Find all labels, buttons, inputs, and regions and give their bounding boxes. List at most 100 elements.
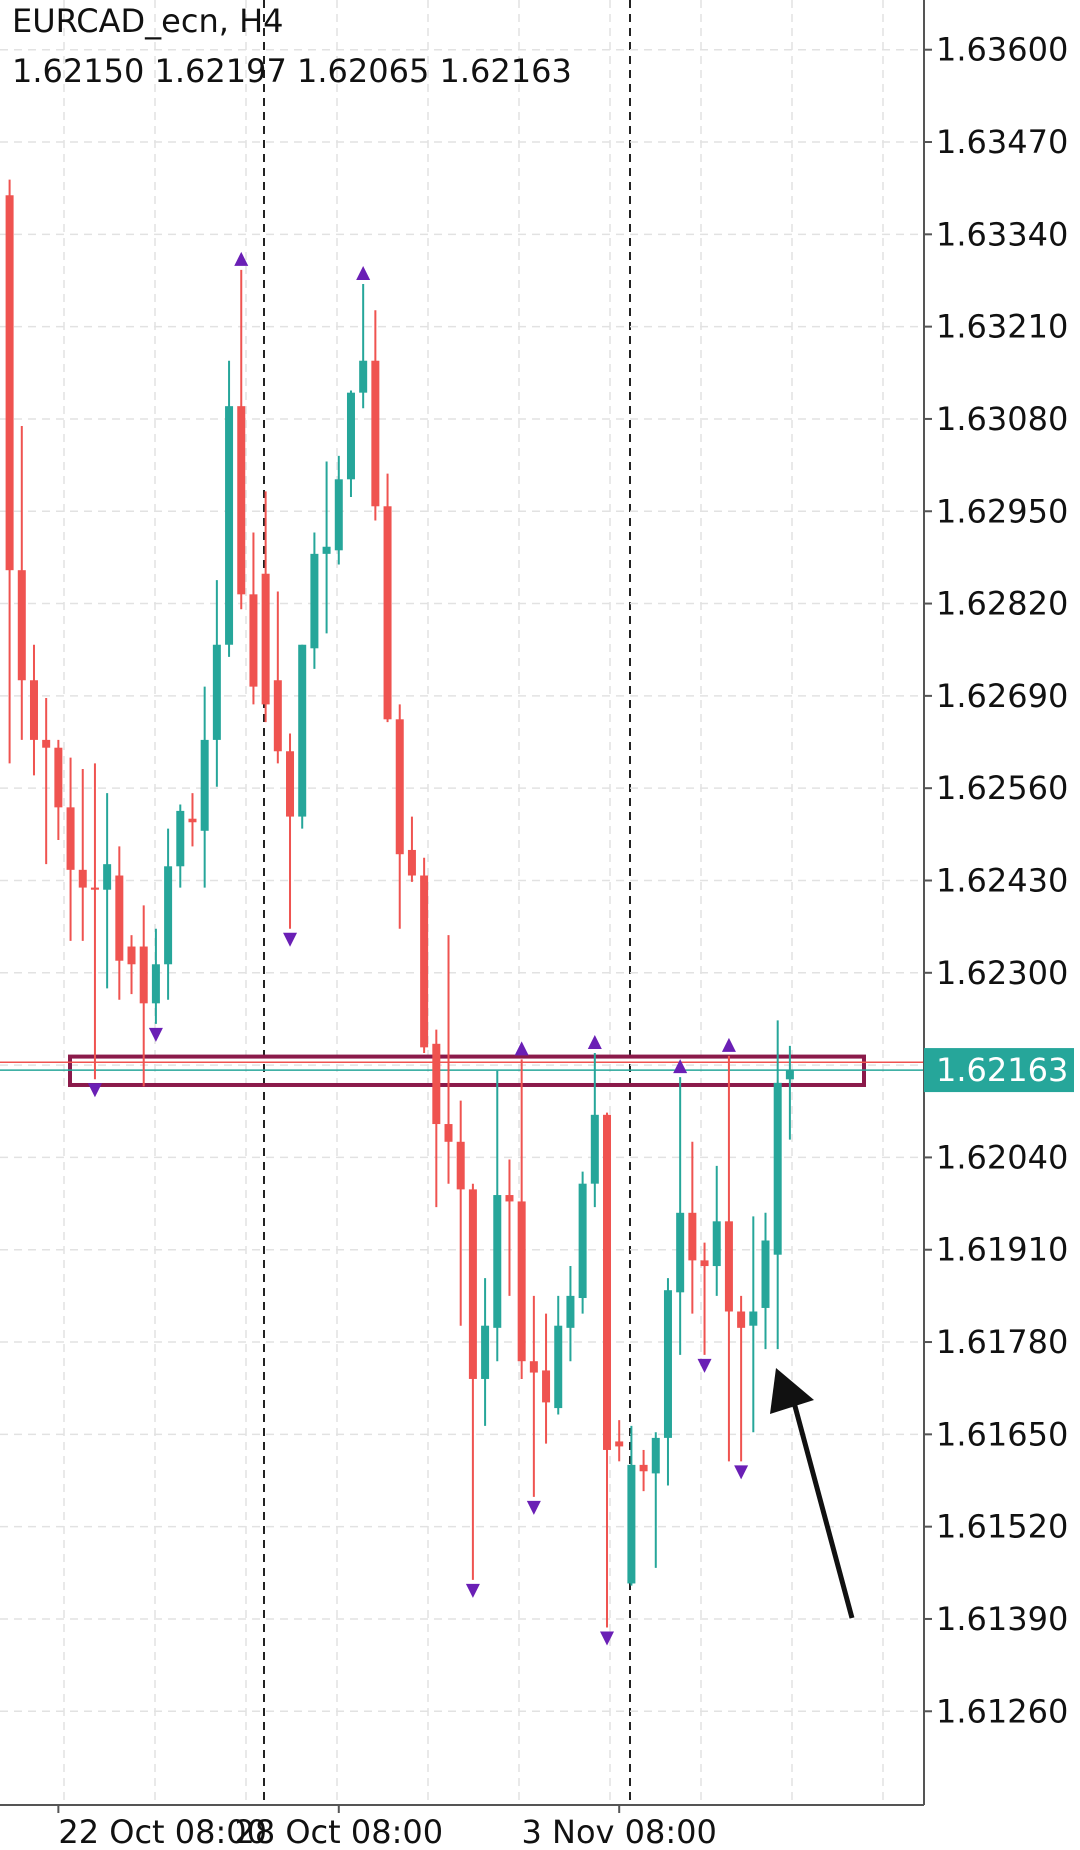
candle-body bbox=[237, 406, 246, 595]
candle-body bbox=[200, 739, 209, 831]
candle-body bbox=[493, 1195, 502, 1328]
fractal-down bbox=[87, 1083, 102, 1098]
candle-body bbox=[432, 1043, 441, 1125]
candle-body bbox=[66, 807, 75, 870]
candle-body bbox=[676, 1212, 685, 1293]
y-tick-label: 1.61650 bbox=[936, 1415, 1068, 1453]
candle-body bbox=[444, 1124, 453, 1142]
fractal-up bbox=[721, 1037, 736, 1052]
candle-body bbox=[176, 810, 185, 867]
y-tick-label: 1.61780 bbox=[936, 1323, 1068, 1361]
y-tick-label: 1.62300 bbox=[936, 954, 1068, 992]
y-tick-label: 1.62430 bbox=[936, 861, 1068, 899]
candle-body bbox=[566, 1295, 575, 1328]
plot bbox=[0, 0, 924, 1805]
x-tick-label: 3 Nov 08:00 bbox=[522, 1813, 717, 1850]
fractal-up bbox=[514, 1041, 529, 1056]
fractal-up bbox=[234, 251, 249, 266]
candle-body bbox=[334, 479, 343, 551]
candle-body bbox=[346, 392, 355, 480]
candle-body bbox=[663, 1290, 672, 1438]
candle-body bbox=[115, 875, 124, 961]
y-tick-label: 1.63080 bbox=[936, 400, 1068, 438]
last-price-label: 1.62163 bbox=[936, 1051, 1068, 1089]
candle-body bbox=[456, 1141, 465, 1190]
fractal-down bbox=[148, 1027, 163, 1042]
fractal-up bbox=[356, 266, 371, 281]
candle-body bbox=[481, 1325, 490, 1379]
candle-body bbox=[395, 719, 404, 855]
fractal-down bbox=[283, 932, 298, 947]
candle-body bbox=[420, 875, 429, 1048]
candle-body bbox=[554, 1325, 563, 1409]
y-tick-label: 1.62040 bbox=[936, 1138, 1068, 1176]
candle-body bbox=[627, 1464, 636, 1584]
chart-title: EURCAD_ecn, H4 bbox=[12, 2, 283, 40]
ohlc-readout: 1.62150 1.62197 1.62065 1.62163 bbox=[12, 52, 572, 90]
y-tick-label: 1.63470 bbox=[936, 123, 1068, 161]
annotation-arrowhead bbox=[770, 1368, 814, 1414]
y-tick-label: 1.61910 bbox=[936, 1231, 1068, 1269]
candle-body bbox=[761, 1240, 770, 1308]
candle-body bbox=[785, 1070, 794, 1080]
y-tick-label: 1.62690 bbox=[936, 677, 1068, 715]
candle-body bbox=[42, 739, 51, 748]
fractal-down bbox=[526, 1500, 541, 1515]
candle-body bbox=[383, 506, 392, 720]
candle-body bbox=[407, 849, 416, 876]
candle-body bbox=[505, 1195, 514, 1202]
y-tick-label: 1.63600 bbox=[936, 31, 1068, 69]
candle-body bbox=[310, 553, 319, 649]
y-tick-label: 1.63340 bbox=[936, 215, 1068, 253]
candle-body bbox=[371, 360, 380, 507]
candle-body bbox=[54, 747, 63, 808]
candle-body bbox=[212, 644, 221, 740]
candle-body bbox=[164, 866, 173, 965]
candle-body bbox=[688, 1212, 697, 1261]
candle-body bbox=[225, 406, 234, 645]
y-tick-label: 1.62950 bbox=[936, 492, 1068, 530]
candle-body bbox=[286, 751, 295, 817]
y-tick-label: 1.61520 bbox=[936, 1508, 1068, 1546]
candle-body bbox=[90, 887, 99, 890]
y-tick-label: 1.61390 bbox=[936, 1600, 1068, 1638]
candle-body bbox=[139, 946, 148, 1004]
candle-body bbox=[29, 680, 38, 740]
candle-body bbox=[773, 1082, 782, 1255]
fractal-up bbox=[587, 1035, 602, 1050]
y-tick-label: 1.63210 bbox=[936, 308, 1068, 346]
fractal-down bbox=[465, 1583, 480, 1598]
candle-body bbox=[712, 1221, 721, 1267]
last-price-box bbox=[924, 1048, 1074, 1093]
candle-body bbox=[322, 546, 331, 554]
candle-body bbox=[249, 594, 258, 687]
candle-body bbox=[737, 1311, 746, 1328]
candle-body bbox=[273, 680, 282, 752]
y-tick-label: 1.61260 bbox=[936, 1692, 1068, 1730]
candle-body bbox=[639, 1464, 648, 1472]
y-tick-label: 1.62820 bbox=[936, 585, 1068, 623]
fractal-down bbox=[697, 1358, 712, 1373]
fractal-down bbox=[600, 1631, 615, 1646]
fractal-up bbox=[673, 1059, 688, 1074]
candle-body bbox=[700, 1260, 709, 1267]
candle-body bbox=[468, 1189, 477, 1379]
candle-body bbox=[261, 573, 270, 705]
candle-body bbox=[615, 1441, 624, 1447]
candle-body bbox=[651, 1437, 660, 1474]
y-tick-label: 1.62560 bbox=[936, 769, 1068, 807]
candle-body bbox=[151, 964, 160, 1004]
candle-body bbox=[749, 1311, 758, 1326]
candle-body bbox=[529, 1361, 538, 1373]
x-tick-label: 22 Oct 08:00 bbox=[58, 1813, 267, 1850]
candle-body bbox=[188, 818, 197, 823]
candle-body bbox=[298, 644, 307, 817]
candle-body bbox=[578, 1183, 587, 1299]
candle-body bbox=[359, 360, 368, 393]
layout bbox=[263, 0, 631, 1805]
candle-body bbox=[724, 1221, 733, 1312]
fractal-down bbox=[734, 1465, 749, 1480]
candle-body bbox=[17, 570, 26, 681]
candle-body bbox=[103, 864, 112, 890]
